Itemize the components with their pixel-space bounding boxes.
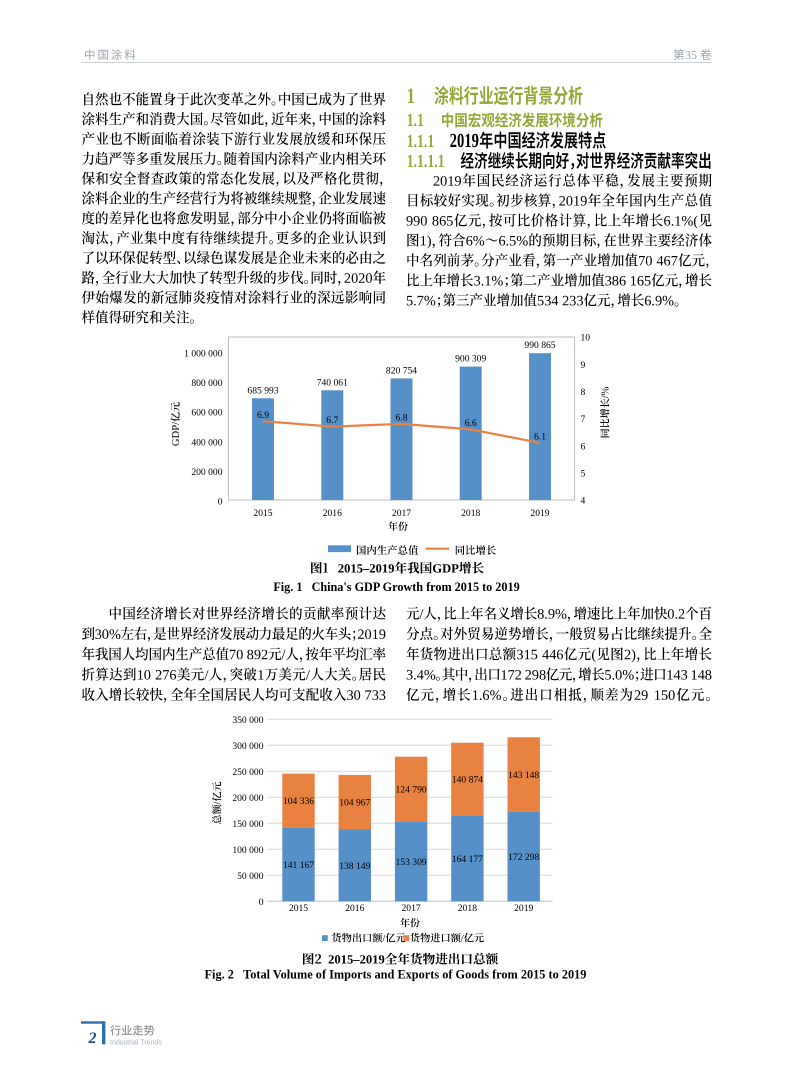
svg-text:800 000: 800 000	[191, 378, 222, 389]
svg-text:2015: 2015	[289, 903, 308, 914]
svg-text:250 000: 250 000	[232, 767, 263, 778]
svg-text:Fig. 1 China's GDP Growth fr: Fig. 1 China's GDP Growth from 2015 to 2…	[273, 580, 519, 594]
svg-text:153 309: 153 309	[396, 857, 427, 868]
svg-text:/%: /%	[601, 386, 612, 398]
svg-text:7: 7	[581, 414, 586, 425]
svg-text:Fig. 2 Total Volume of Impor: Fig. 2 Total Volume of Imports and Expor…	[205, 968, 587, 982]
svg-text:172 298: 172 298	[508, 852, 539, 863]
svg-text:2: 2	[88, 1030, 97, 1047]
svg-text:740 061: 740 061	[317, 377, 348, 388]
svg-text:2018: 2018	[458, 903, 477, 914]
svg-text:GDP/: GDP/	[171, 422, 182, 446]
svg-text:/: /	[213, 802, 224, 805]
svg-text:10: 10	[581, 333, 591, 344]
svg-text:6.8: 6.8	[396, 413, 408, 424]
svg-text:350 000: 350 000	[232, 715, 263, 726]
svg-text:6: 6	[581, 441, 586, 452]
svg-text:104 336: 104 336	[283, 796, 314, 807]
svg-text:400 000: 400 000	[191, 437, 222, 448]
svg-text:200 000: 200 000	[232, 793, 263, 804]
svg-text:2017: 2017	[392, 508, 411, 519]
svg-text:300 000: 300 000	[232, 741, 263, 752]
svg-text:4: 4	[581, 496, 586, 507]
svg-text:900 309: 900 309	[455, 354, 486, 365]
svg-text:0: 0	[218, 497, 223, 508]
svg-text:138 149: 138 149	[339, 861, 370, 872]
svg-text:150 000: 150 000	[232, 819, 263, 830]
svg-text:2016: 2016	[323, 508, 342, 519]
svg-text:143 148: 143 148	[508, 770, 539, 781]
svg-text:9: 9	[581, 360, 586, 371]
svg-text:104 967: 104 967	[339, 798, 370, 809]
svg-text:5: 5	[581, 468, 586, 479]
svg-text:820 754: 820 754	[386, 365, 417, 376]
svg-text:141 167: 141 167	[283, 860, 314, 871]
svg-text:124 790: 124 790	[396, 785, 427, 796]
svg-text:2018: 2018	[461, 508, 480, 519]
svg-text:6.6: 6.6	[465, 418, 477, 429]
svg-text:1 000 000: 1 000 000	[184, 348, 223, 359]
svg-text:6.7: 6.7	[326, 415, 338, 426]
svg-text:164 177: 164 177	[452, 854, 483, 865]
svg-text:0: 0	[259, 897, 264, 908]
svg-text:6.1: 6.1	[534, 432, 546, 443]
svg-text:600 000: 600 000	[191, 408, 222, 419]
svg-text:6.9: 6.9	[257, 410, 269, 421]
svg-text:8: 8	[581, 387, 586, 398]
svg-text:50 000: 50 000	[237, 871, 264, 882]
svg-text:200 000: 200 000	[191, 467, 222, 478]
svg-text:100 000: 100 000	[232, 845, 263, 856]
svg-text:685 993: 685 993	[247, 385, 278, 396]
svg-text:2016: 2016	[345, 903, 364, 914]
svg-text:2017: 2017	[402, 903, 421, 914]
svg-text:Industrial Trends: Industrial Trends	[110, 1039, 162, 1046]
svg-text:2019: 2019	[530, 508, 549, 519]
svg-text:140 874: 140 874	[452, 775, 483, 786]
svg-text:990 865: 990 865	[524, 340, 555, 351]
svg-text:2019: 2019	[514, 903, 533, 914]
svg-text:2015: 2015	[253, 508, 272, 519]
